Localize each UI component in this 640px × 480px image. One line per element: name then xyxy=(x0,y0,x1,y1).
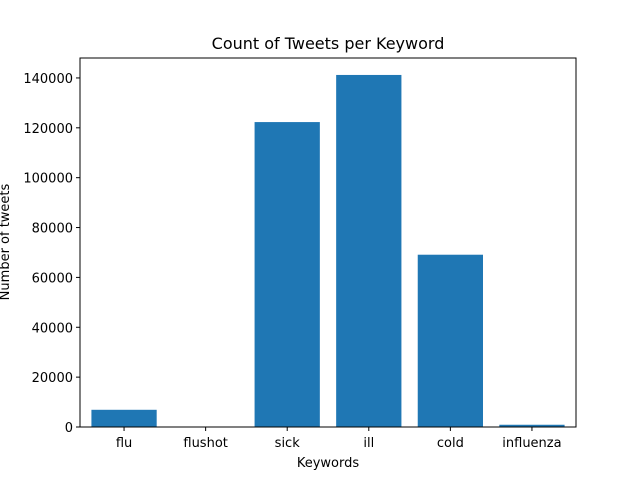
y-tick-label: 0 xyxy=(65,421,73,436)
y-tick-label: 140000 xyxy=(23,72,73,87)
y-tick-label: 100000 xyxy=(23,172,73,187)
x-axis-label: Keywords xyxy=(297,456,360,471)
x-tick-label: sick xyxy=(275,436,301,451)
x-axis-ticks: flu flushot sick ill cold influenza xyxy=(116,427,562,451)
x-tick-label: flu xyxy=(116,436,132,451)
bars-group xyxy=(91,74,565,428)
chart-title: Count of Tweets per Keyword xyxy=(212,34,445,53)
x-tick-label: ill xyxy=(363,436,374,451)
x-tick-label: cold xyxy=(437,436,464,451)
bar-sick xyxy=(254,122,320,427)
y-tick-label: 80000 xyxy=(32,222,73,237)
bar-influenza xyxy=(499,424,565,427)
y-tick-label: 120000 xyxy=(23,122,73,137)
bar-cold xyxy=(417,254,483,427)
y-tick-label: 40000 xyxy=(32,321,73,336)
bar-flu xyxy=(91,409,157,427)
plot-frame xyxy=(79,57,577,428)
y-tick-label: 60000 xyxy=(32,271,73,286)
x-tick-label: influenza xyxy=(502,436,561,451)
y-axis-ticks: 0 20000 40000 60000 80000 100000 120000 140000 xyxy=(23,72,80,436)
x-tick-label: flushot xyxy=(183,436,228,451)
y-tick-label: 20000 xyxy=(32,371,73,386)
y-axis-label: Number of tweets xyxy=(0,183,13,300)
bar-ill xyxy=(336,74,402,428)
